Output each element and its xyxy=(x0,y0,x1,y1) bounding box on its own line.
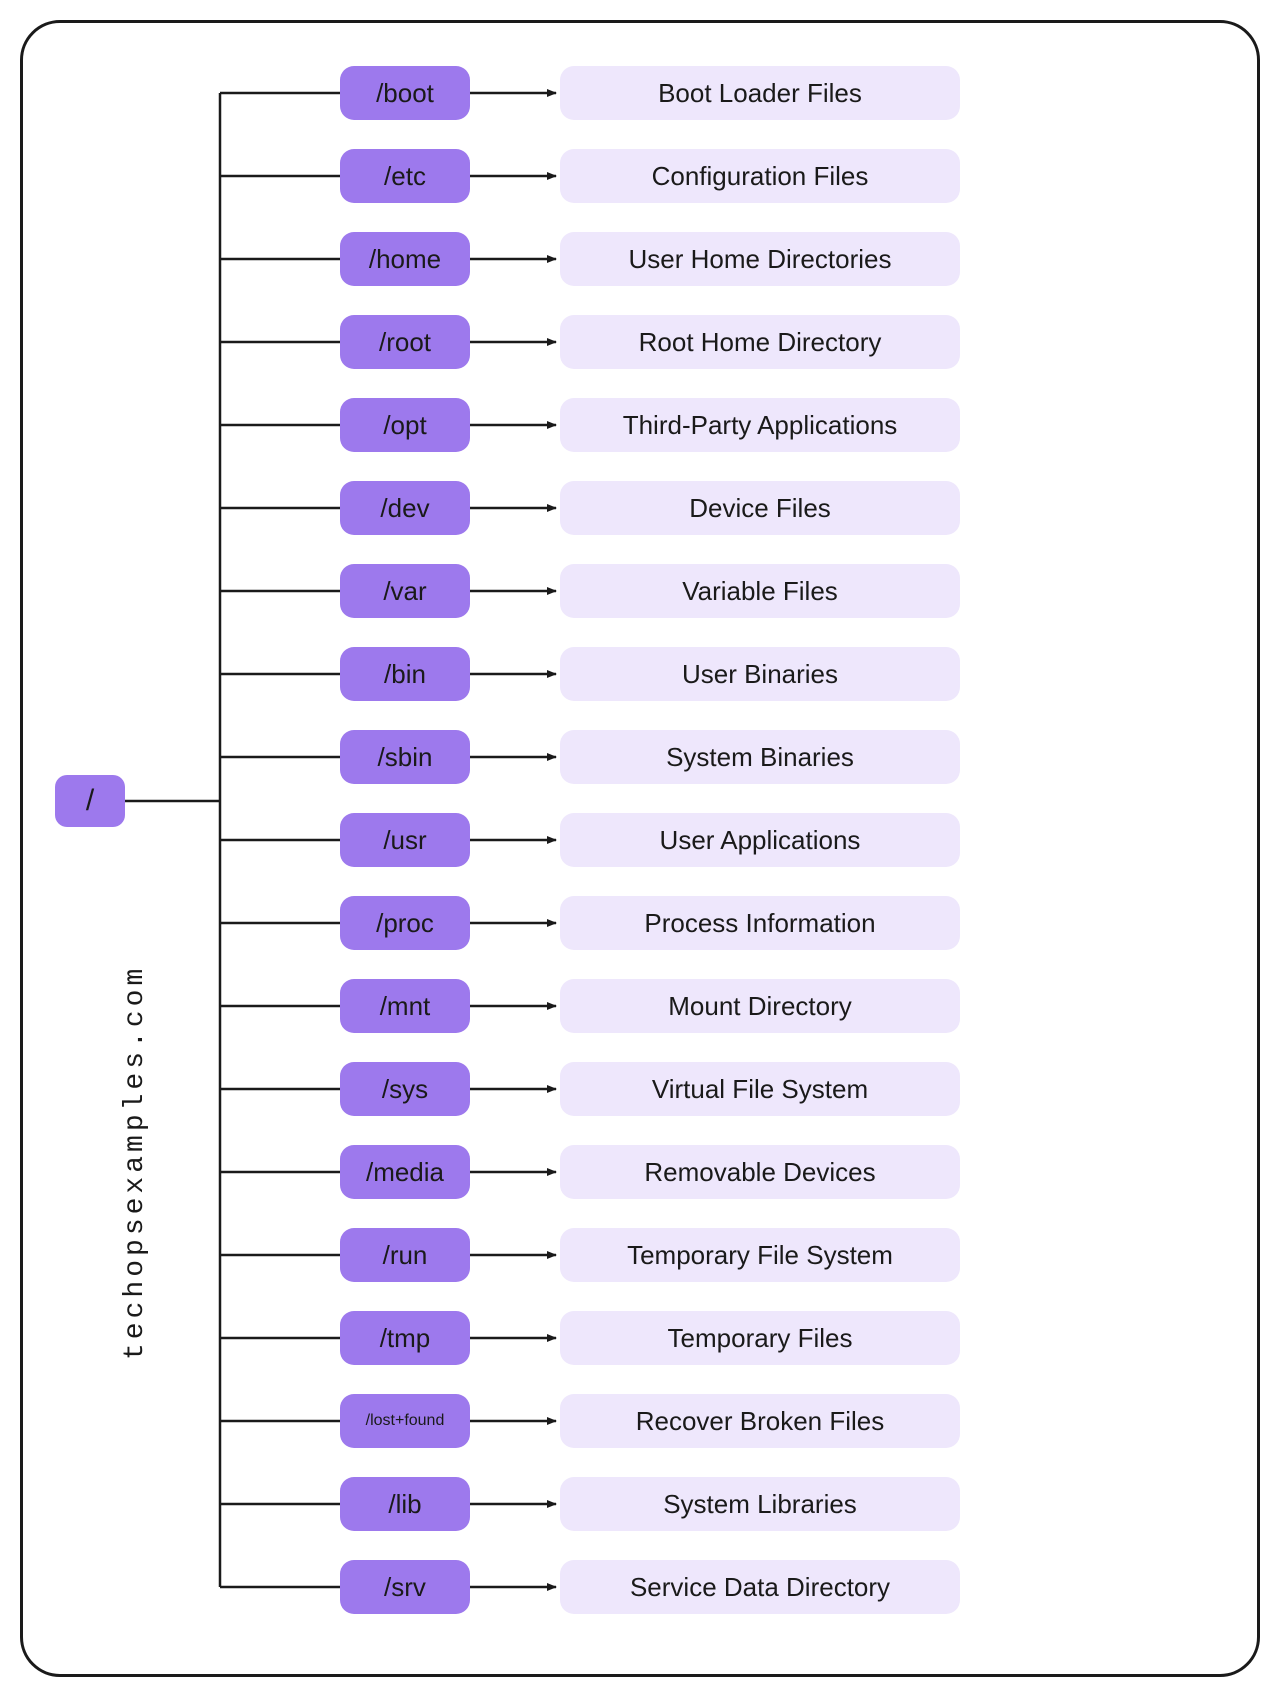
dir-node: /etc xyxy=(340,149,470,203)
dir-label: /lib xyxy=(388,1489,421,1520)
dir-label: /home xyxy=(369,244,441,275)
dir-label: /lost+found xyxy=(366,1412,445,1430)
desc-node: Device Files xyxy=(560,481,960,535)
desc-label: Device Files xyxy=(689,493,831,524)
dir-label: /media xyxy=(366,1157,444,1188)
dir-label: /srv xyxy=(384,1572,426,1603)
desc-node: Removable Devices xyxy=(560,1145,960,1199)
desc-node: User Applications xyxy=(560,813,960,867)
root-label: / xyxy=(86,784,94,818)
desc-label: Process Information xyxy=(644,908,875,939)
desc-label: Temporary File System xyxy=(627,1240,893,1271)
dir-node: /opt xyxy=(340,398,470,452)
desc-node: Process Information xyxy=(560,896,960,950)
desc-node: Root Home Directory xyxy=(560,315,960,369)
dir-node: /root xyxy=(340,315,470,369)
dir-label: /etc xyxy=(384,161,426,192)
dir-node: /sys xyxy=(340,1062,470,1116)
desc-label: System Libraries xyxy=(663,1489,857,1520)
dir-label: /usr xyxy=(383,825,426,856)
desc-label: Recover Broken Files xyxy=(636,1406,885,1437)
desc-label: User Applications xyxy=(660,825,861,856)
desc-node: Temporary File System xyxy=(560,1228,960,1282)
dir-node: /boot xyxy=(340,66,470,120)
desc-node: User Binaries xyxy=(560,647,960,701)
desc-node: Mount Directory xyxy=(560,979,960,1033)
desc-node: Boot Loader Files xyxy=(560,66,960,120)
watermark-text: techopsexamples.com xyxy=(120,965,151,1360)
desc-label: Temporary Files xyxy=(668,1323,853,1354)
dir-node: /home xyxy=(340,232,470,286)
desc-label: User Home Directories xyxy=(629,244,892,275)
desc-label: Variable Files xyxy=(682,576,838,607)
desc-node: Variable Files xyxy=(560,564,960,618)
dir-label: /var xyxy=(383,576,426,607)
dir-node: /media xyxy=(340,1145,470,1199)
dir-node: /run xyxy=(340,1228,470,1282)
dir-label: /bin xyxy=(384,659,426,690)
desc-node: System Libraries xyxy=(560,1477,960,1531)
desc-node: Recover Broken Files xyxy=(560,1394,960,1448)
dir-node: /dev xyxy=(340,481,470,535)
dir-node: /bin xyxy=(340,647,470,701)
desc-label: System Binaries xyxy=(666,742,854,773)
desc-label: Boot Loader Files xyxy=(658,78,862,109)
dir-node: /sbin xyxy=(340,730,470,784)
dir-label: /proc xyxy=(376,908,434,939)
desc-label: Configuration Files xyxy=(652,161,869,192)
dir-node: /tmp xyxy=(340,1311,470,1365)
diagram-canvas: / /boot Boot Loader Files/etc Configuratio… xyxy=(0,0,1280,1697)
dir-label: /mnt xyxy=(380,991,431,1022)
desc-label: Root Home Directory xyxy=(639,327,882,358)
desc-node: Configuration Files xyxy=(560,149,960,203)
dir-label: /root xyxy=(379,327,431,358)
dir-node: /usr xyxy=(340,813,470,867)
desc-node: Third-Party Applications xyxy=(560,398,960,452)
dir-label: /sbin xyxy=(378,742,433,773)
desc-label: Removable Devices xyxy=(644,1157,875,1188)
root-node: / xyxy=(55,775,125,827)
dir-node: /mnt xyxy=(340,979,470,1033)
desc-label: User Binaries xyxy=(682,659,838,690)
desc-label: Virtual File System xyxy=(652,1074,868,1105)
dir-label: /run xyxy=(383,1240,428,1271)
desc-node: User Home Directories xyxy=(560,232,960,286)
desc-label: Third-Party Applications xyxy=(623,410,898,441)
dir-label: /boot xyxy=(376,78,434,109)
desc-node: Temporary Files xyxy=(560,1311,960,1365)
dir-node: /lost+found xyxy=(340,1394,470,1448)
dir-node: /var xyxy=(340,564,470,618)
dir-label: /dev xyxy=(380,493,429,524)
desc-node: Service Data Directory xyxy=(560,1560,960,1614)
desc-label: Mount Directory xyxy=(668,991,852,1022)
desc-node: Virtual File System xyxy=(560,1062,960,1116)
dir-label: /sys xyxy=(382,1074,428,1105)
desc-node: System Binaries xyxy=(560,730,960,784)
dir-node: /lib xyxy=(340,1477,470,1531)
dir-node: /srv xyxy=(340,1560,470,1614)
dir-node: /proc xyxy=(340,896,470,950)
dir-label: /tmp xyxy=(380,1323,431,1354)
desc-label: Service Data Directory xyxy=(630,1572,890,1603)
dir-label: /opt xyxy=(383,410,426,441)
